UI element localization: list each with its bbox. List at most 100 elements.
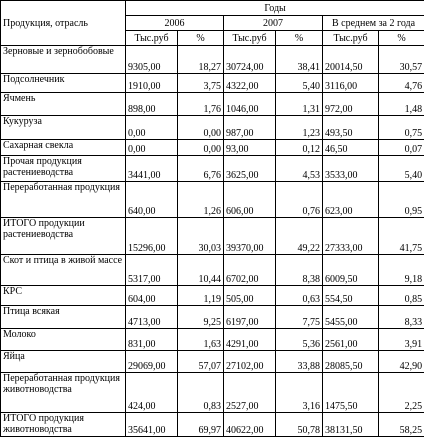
cell-value: 38131,50 [322, 412, 379, 437]
header-unit: % [377, 30, 424, 46]
cell-value: 6702,00 [223, 254, 276, 286]
table-row: Скот и птица в живой массе 5317,00 10,44 67… [0, 254, 424, 286]
cell-value: 0,63 [275, 285, 323, 306]
cell-value: 987,00 [223, 115, 276, 140]
row-label: Прочая продукция растениеводства [0, 155, 126, 182]
table-row: Переработанная продукция животноводства 4… [0, 372, 424, 413]
cell-value: 5317,00 [125, 254, 178, 286]
cell-value: 1,19 [177, 285, 224, 306]
row-label: Сахарная свекла [0, 139, 126, 156]
cell-value: 27333,00 [322, 217, 379, 255]
cell-value: 0,00 [125, 115, 178, 140]
cell-value: 5,40 [377, 155, 424, 182]
table-row: Прочая продукция растениеводства 3441,00 6… [0, 155, 424, 182]
cell-value: 606,00 [223, 181, 276, 218]
cell-value: 3,16 [275, 372, 323, 413]
cell-value: 33,88 [275, 350, 323, 373]
header-average: В среднем за 2 года [321, 15, 424, 31]
cell-value: 554,50 [322, 285, 379, 306]
cell-value: 18,27 [177, 45, 224, 74]
table-row: ИТОГО продукция животноводства 35641,00 69… [0, 412, 424, 437]
cell-value: 1475,50 [322, 372, 379, 413]
cell-value: 0,00 [125, 139, 178, 156]
cell-value: 0,75 [377, 115, 424, 140]
cell-value: 3116,00 [322, 73, 379, 93]
cell-value: 39370,00 [223, 217, 276, 255]
cell-value: 0,07 [377, 139, 424, 156]
cell-value: 15296,00 [125, 217, 178, 255]
header-product: Продукция, отрасль [0, 0, 126, 46]
row-label: Птица всякая [0, 305, 126, 329]
cell-value: 28085,50 [322, 350, 379, 373]
cell-value: 6,76 [177, 155, 224, 182]
header-unit: Тыс.руб [223, 30, 276, 46]
cell-value: 424,00 [125, 372, 178, 413]
table-row: Сахарная свекла 0,00 0,00 93,00 0,12 46,50 0,0… [0, 139, 424, 156]
cell-value: 0,83 [177, 372, 224, 413]
cell-value: 4,76 [377, 73, 424, 93]
table-row: Птица всякая 4713,00 9,25 6197,00 7,75 5455,0… [0, 305, 424, 329]
cell-value: 30,57 [377, 45, 424, 74]
row-label: Кукуруза [0, 115, 126, 140]
cell-value: 7,75 [275, 305, 323, 329]
cell-value: 0,12 [275, 139, 323, 156]
table-row: Переработанная продукция 640,00 1,26 606,00… [0, 181, 424, 218]
table-row: Подсолнечник 1910,00 3,75 4322,00 5,40 3116,0… [0, 73, 424, 93]
cell-value: 0,76 [275, 181, 323, 218]
cell-value: 1,31 [275, 92, 323, 116]
cell-value: 27102,00 [223, 350, 276, 373]
header-years: Годы [124, 0, 424, 16]
cell-value: 29069,00 [125, 350, 178, 373]
cell-value: 4,53 [275, 155, 323, 182]
cell-value: 3625,00 [223, 155, 276, 182]
cell-value: 5,36 [275, 328, 323, 351]
header-year: 2006 [125, 15, 224, 31]
row-label: Ячмень [0, 92, 126, 116]
cell-value: 1,23 [275, 115, 323, 140]
row-label: Молоко [0, 328, 126, 351]
table-row: Кукуруза 0,00 0,00 987,00 1,23 493,50 0,75 [0, 115, 424, 140]
cell-value: 3533,00 [322, 155, 379, 182]
cell-value: 3441,00 [125, 155, 178, 182]
row-label: Подсолнечник [0, 73, 126, 93]
table-row: Ячмень 898,00 1,76 1046,00 1,31 972,00 1,48 [0, 92, 424, 116]
cell-value: 0,85 [377, 285, 424, 306]
cell-value: 0,00 [177, 139, 224, 156]
cell-value: 3,75 [177, 73, 224, 93]
cell-value: 1,76 [177, 92, 224, 116]
cell-value: 640,00 [125, 181, 178, 218]
cell-value: 46,50 [322, 139, 379, 156]
cell-value: 3,91 [377, 328, 424, 351]
cell-value: 9,25 [177, 305, 224, 329]
table-row: Яйца 29069,00 57,07 27102,00 33,88 28085,50 42… [0, 350, 424, 373]
cell-value: 50,78 [275, 412, 323, 437]
cell-value: 38,41 [275, 45, 323, 74]
cell-value: 4713,00 [125, 305, 178, 329]
cell-value: 42,90 [377, 350, 424, 373]
cell-value: 898,00 [125, 92, 178, 116]
header-unit: Тыс.руб [125, 30, 178, 46]
table-row: ИТОГО продукции растениеводства 15296,00 3… [0, 217, 424, 255]
cell-value: 5455,00 [322, 305, 379, 329]
table-row: Зерновые и зернобобовые 9305,00 18,27 30724… [0, 45, 424, 74]
cell-value: 2527,00 [223, 372, 276, 413]
cell-value: 57,07 [177, 350, 224, 373]
cell-value: 9,18 [377, 254, 424, 286]
cell-value: 493,50 [322, 115, 379, 140]
row-label: КРС [0, 285, 126, 306]
row-label: Переработанная продукция животноводства [0, 372, 126, 413]
row-label: ИТОГО продукция животноводства [0, 412, 126, 437]
row-label: Переработанная продукция [0, 181, 126, 218]
cell-value: 831,00 [125, 328, 178, 351]
cell-value: 20014,50 [322, 45, 379, 74]
header-unit: Тыс.руб [322, 30, 379, 46]
cell-value: 1910,00 [125, 73, 178, 93]
cell-value: 2,25 [377, 372, 424, 413]
cell-value: 1046,00 [223, 92, 276, 116]
cell-value: 1,26 [177, 181, 224, 218]
cell-value: 5,40 [275, 73, 323, 93]
cell-value: 8,38 [275, 254, 323, 286]
cell-value: 1,48 [377, 92, 424, 116]
cell-value: 0,00 [177, 115, 224, 140]
